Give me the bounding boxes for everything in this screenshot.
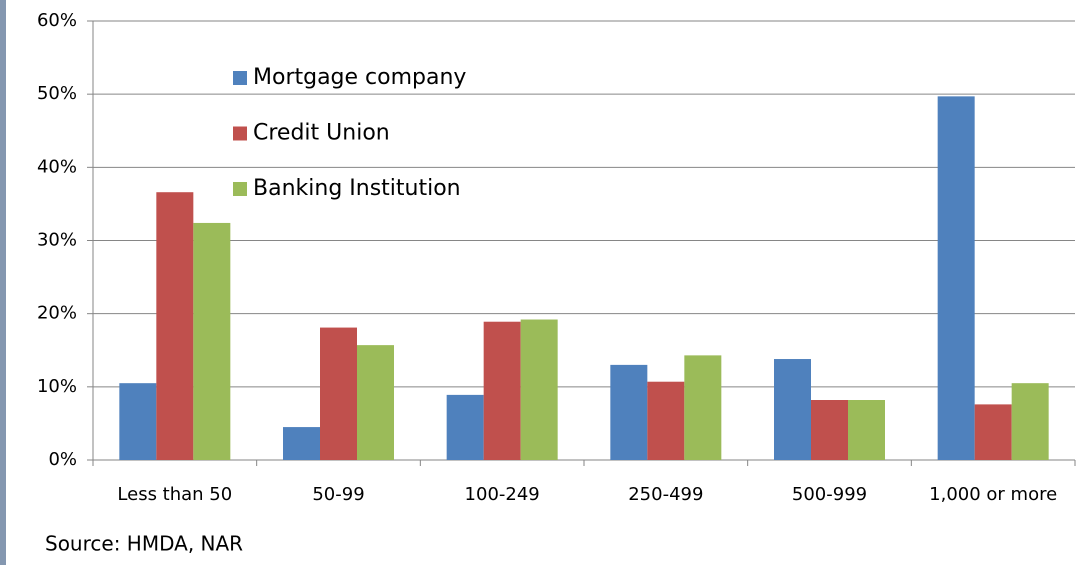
x-tick-label: 50-99 bbox=[312, 484, 364, 505]
bar bbox=[848, 400, 885, 460]
y-tick-label: 40% bbox=[37, 156, 77, 177]
y-tick-label: 30% bbox=[37, 230, 77, 251]
x-tick-label: 1,000 or more bbox=[929, 484, 1057, 505]
bar bbox=[974, 404, 1012, 460]
bar bbox=[610, 364, 648, 460]
legend-label: Credit Union bbox=[253, 121, 390, 146]
y-tick-label: 10% bbox=[37, 376, 77, 397]
x-tick-label: 100-249 bbox=[465, 484, 540, 505]
x-tick-label: Less than 50 bbox=[117, 484, 232, 505]
source-note: Source: HMDA, NAR bbox=[45, 532, 243, 556]
window-edge bbox=[0, 0, 6, 565]
y-tick-label: 50% bbox=[37, 83, 77, 104]
x-tick-label: 500-999 bbox=[792, 484, 867, 505]
legend-swatch bbox=[233, 182, 247, 196]
legend-label: Mortgage company bbox=[253, 65, 466, 90]
bar bbox=[193, 222, 231, 460]
bar bbox=[446, 394, 484, 460]
bar bbox=[937, 96, 975, 460]
bar bbox=[156, 192, 194, 460]
bar bbox=[320, 327, 357, 460]
bar bbox=[283, 427, 320, 460]
legend-swatch bbox=[233, 71, 247, 85]
bar bbox=[1011, 383, 1049, 460]
legend-swatch bbox=[233, 126, 247, 141]
bar bbox=[483, 321, 521, 460]
bar bbox=[811, 400, 848, 460]
bar bbox=[119, 383, 157, 460]
y-tick-label: 60% bbox=[37, 10, 77, 31]
y-tick-label: 0% bbox=[48, 449, 77, 470]
bar bbox=[684, 355, 722, 460]
bar bbox=[520, 319, 558, 460]
bar bbox=[647, 381, 685, 460]
legend-label: Banking Institution bbox=[253, 176, 461, 201]
bar bbox=[774, 359, 811, 460]
y-tick-label: 20% bbox=[37, 303, 77, 324]
bar bbox=[357, 345, 394, 460]
x-tick-label: 250-499 bbox=[628, 484, 703, 505]
